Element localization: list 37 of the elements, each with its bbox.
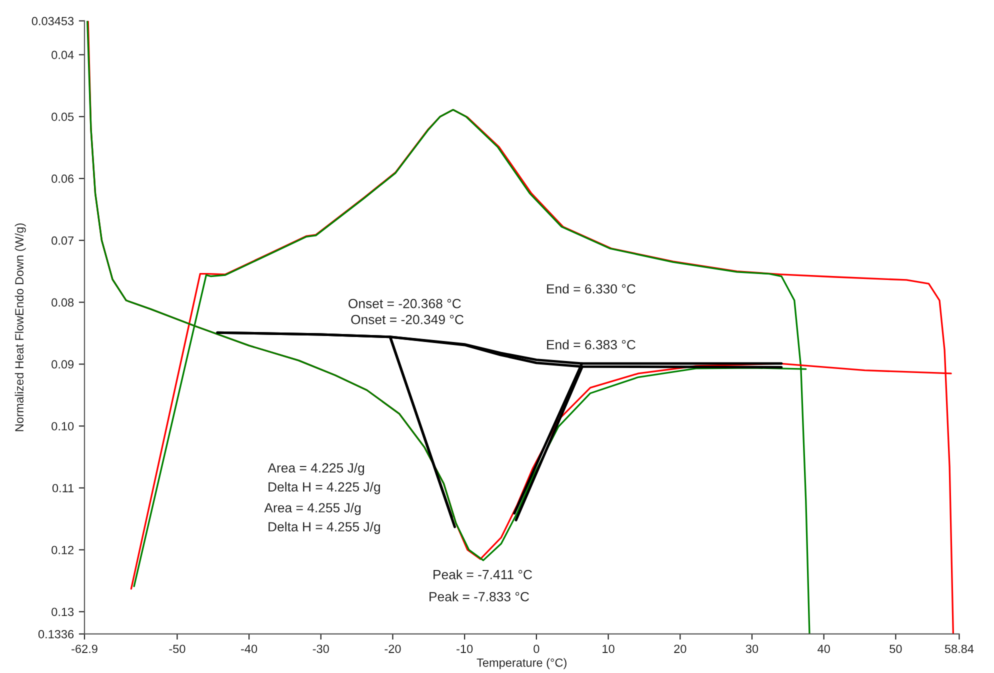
y-tick-label: 0.10 [52,422,74,430]
y-tick-label: 0.11 [52,484,74,492]
y-tick-label: 0.03453 [32,16,74,26]
x-tick-label: 30 [746,644,758,654]
x-tick-label: -62.9 [72,644,98,654]
x-tick-label: -10 [456,644,473,654]
x-tick-label: 50 [890,644,902,654]
y-tick-label: 0.09 [52,360,74,369]
x-tick-label: -40 [241,644,258,654]
x-axis-title: Temperature (°C) [476,658,566,670]
annotation: Delta H = 4.255 J/g [268,522,380,534]
x-tick-label: 58.84 [944,644,974,654]
x-tick-label: -30 [312,644,329,654]
y-tick-label: 0.13 [52,608,74,616]
x-tick-label: 0 [534,644,540,654]
annotation: Peak = -7.411 °C [434,570,532,580]
y-tick-label: 0.08 [52,298,74,307]
y-tick-label: 0.06 [52,174,74,183]
annotation: Peak = -7.833 °C [430,592,529,602]
x-tick-label: -20 [384,644,401,654]
annotation: Onset = -20.368 °C [348,298,461,308]
y-tick-label: 0.1336 [38,630,74,638]
x-tick-label: -50 [169,644,186,654]
annotation: End = 6.383 °C [547,340,636,350]
y-axis-title: Normalized Heat FlowEndo Down (W/g) [14,224,26,432]
annotation: End = 6.330 °C [547,284,636,294]
annotation: Area = 4.225 J/g [268,462,364,476]
annotation: Area = 4.255 J/g [264,502,361,516]
y-tick-label: 0.04 [52,50,74,60]
x-tick-label: 10 [602,644,614,654]
annotation: Onset = -20.349 °C [351,314,464,324]
y-tick-label: 0.05 [52,112,74,121]
y-tick-label: 0.07 [52,236,74,245]
y-tick-label: 0.12 [52,546,74,554]
x-tick-label: 20 [674,644,686,654]
x-tick-label: 40 [818,644,830,654]
annotation: Delta H = 4.225 J/g [268,482,380,494]
